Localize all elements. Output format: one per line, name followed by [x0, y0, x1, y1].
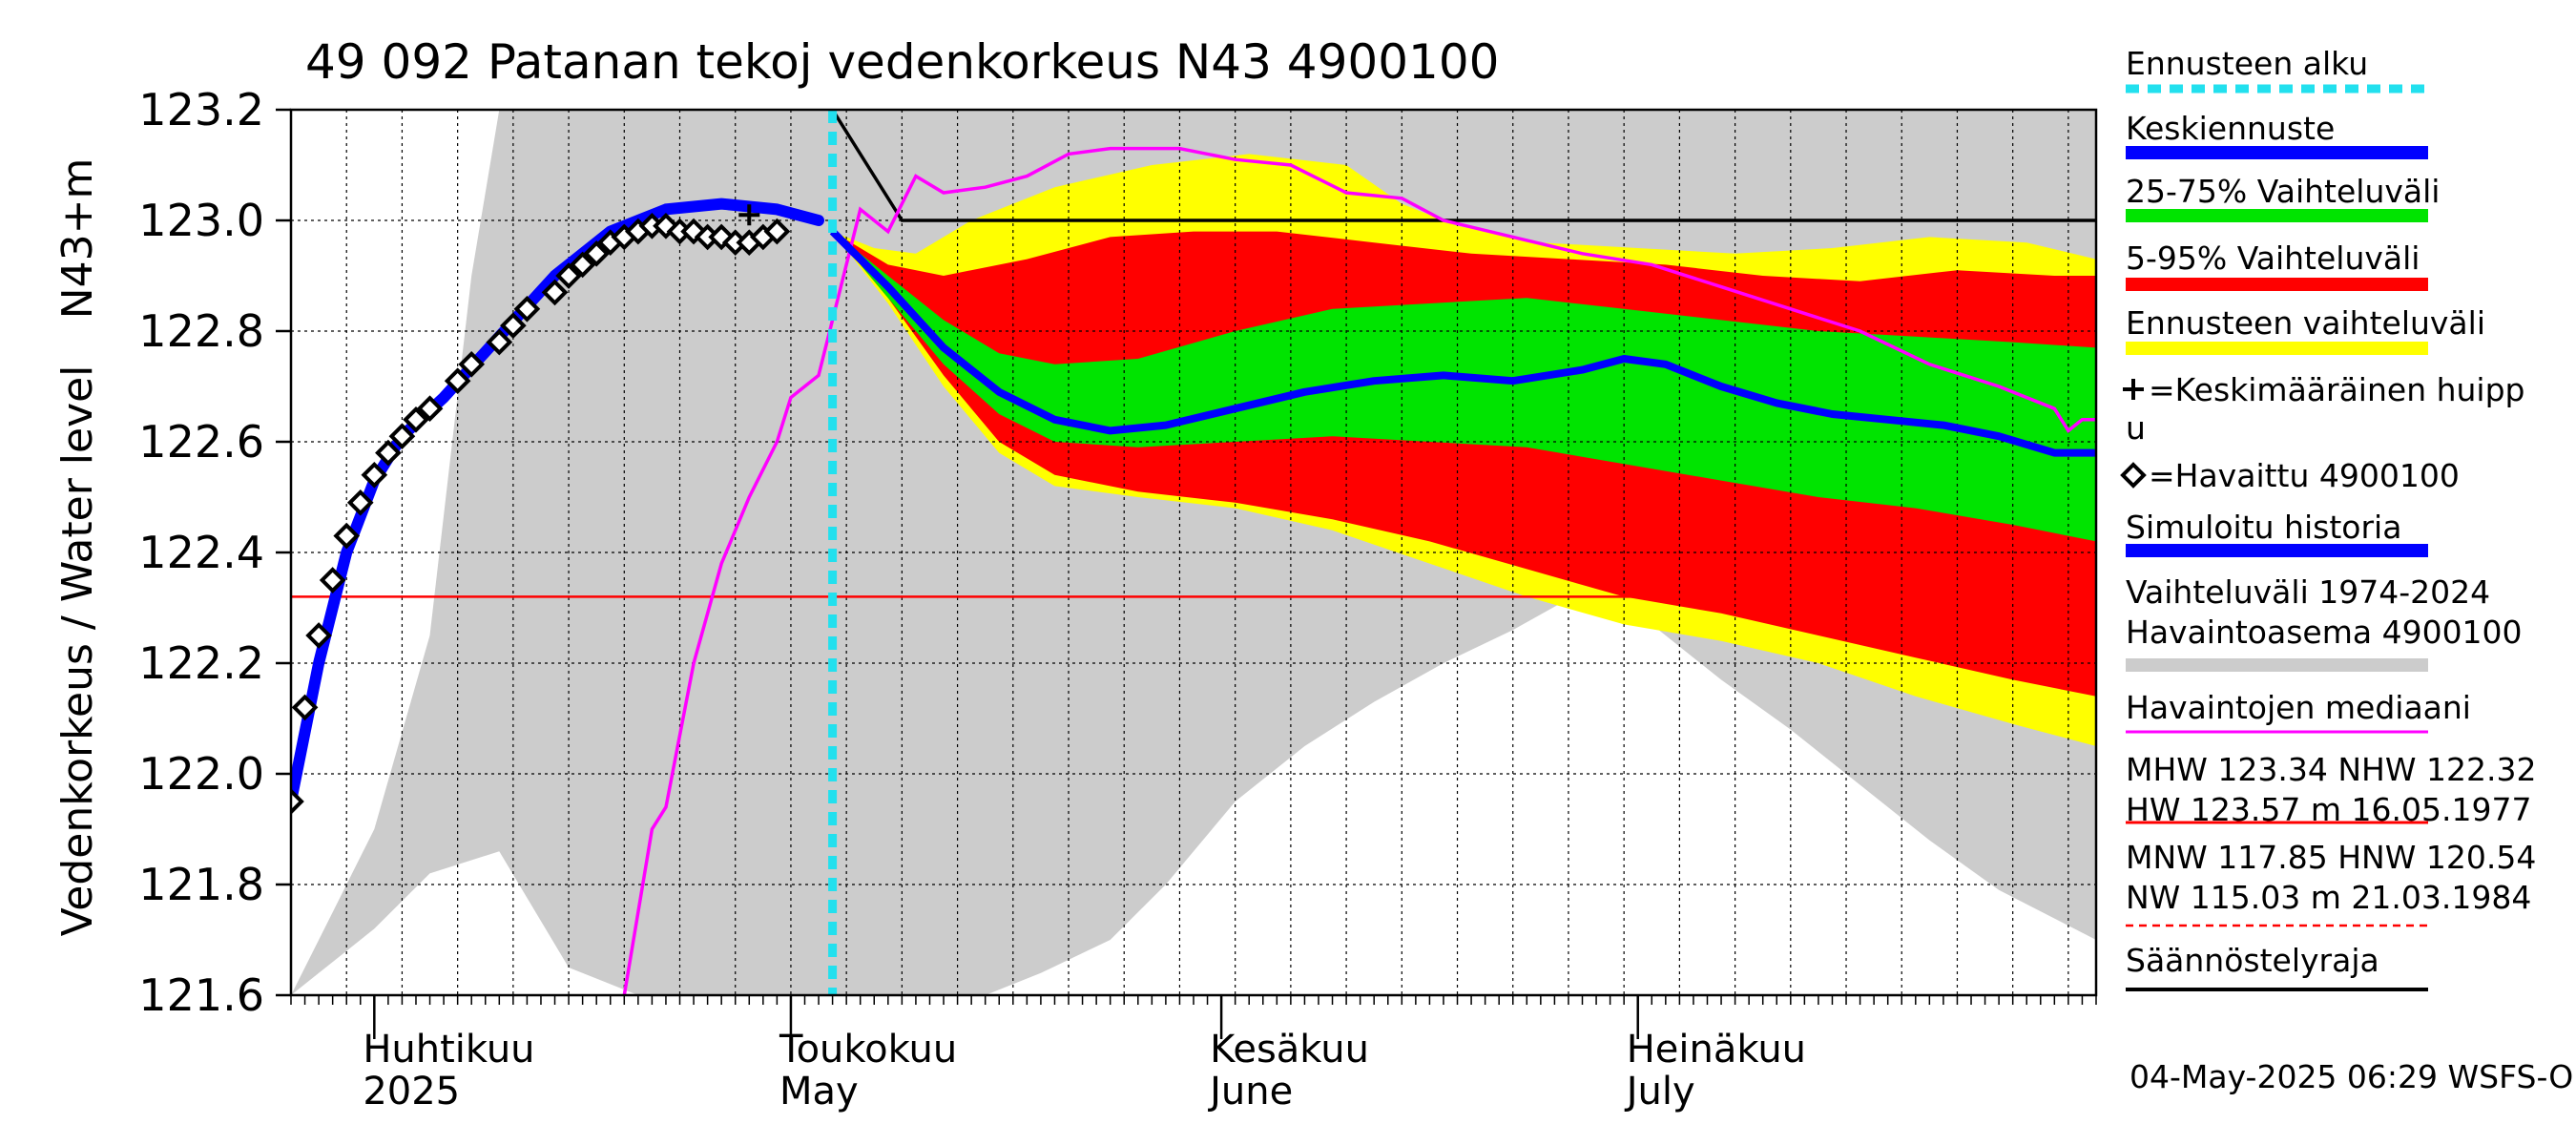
legend-label-line2: NW 115.03 m 21.03.1984 — [2126, 879, 2531, 916]
plot-area: 121.6 121.8 122.0 122.2 122.4 122.6 122.8 123.0… — [138, 84, 2098, 1114]
legend-label: Keskiennuste — [2126, 110, 2335, 147]
legend-label: MNW 117.85 HNW 120.54 — [2126, 839, 2536, 876]
legend: Ennusteen alku Keskiennuste 25-75% Vaihtel… — [2120, 45, 2536, 991]
mean-peak-marker — [738, 204, 760, 226]
y-axis-label: Vedenkorkeus / Water level — [53, 365, 102, 937]
observed-point — [763, 218, 791, 245]
y-tick-label: 122.4 — [138, 527, 264, 578]
legend-label-line2: u — [2126, 409, 2146, 447]
observed-point — [444, 367, 471, 395]
observed-point — [569, 251, 596, 279]
y-tick-label: 123.0 — [138, 195, 264, 246]
legend-label: =Havaittu 4900100 — [2149, 457, 2460, 494]
x-month-label-en: 2025 — [363, 1070, 460, 1114]
x-month-label: Kesäkuu — [1210, 1028, 1369, 1072]
legend-label: Simuloitu historia — [2126, 509, 2401, 546]
observed-point — [486, 328, 513, 356]
observed-point — [513, 295, 541, 323]
median-observed-line — [622, 146, 2096, 995]
legend-label: Havaintojen mediaani — [2126, 689, 2471, 726]
y-tick-label: 122.6 — [138, 416, 264, 468]
legend-label: 25-75% Vaihteluväli — [2126, 173, 2440, 210]
observed-point — [305, 622, 332, 649]
legend-label: =Keskimääräinen huipp — [2149, 371, 2525, 408]
legend-label: Vaihteluväli 1974-2024 — [2126, 573, 2490, 611]
observed-point — [403, 406, 429, 433]
p25-75-band — [832, 231, 2096, 542]
observed-point — [416, 395, 444, 423]
y-tick-label: 121.8 — [138, 859, 264, 910]
plot-layers — [291, 110, 2096, 995]
legend-label-line2: Havaintoasema 4900100 — [2126, 614, 2523, 651]
y-tick-label: 122.2 — [138, 637, 264, 689]
y-tick-label: 121.6 — [138, 969, 264, 1021]
observed-point — [291, 694, 319, 721]
chart-title: 49 092 Patanan tekoj vedenkorkeus N43 49… — [305, 34, 1500, 90]
observed-point — [319, 567, 346, 593]
observed-point — [388, 423, 416, 450]
mean-forecast-line — [829, 228, 2096, 457]
observed-point — [541, 279, 569, 306]
observed-point — [500, 312, 527, 340]
legend-label: Ennusteen vaihteluväli — [2126, 304, 2485, 342]
legend-label: MHW 123.34 NHW 122.32 — [2126, 751, 2536, 788]
y-tick-label: 122.0 — [138, 748, 264, 800]
x-month-label: Huhtikuu — [363, 1028, 534, 1072]
y-tick-label: 123.2 — [138, 84, 264, 135]
x-month-label-en: July — [1624, 1070, 1695, 1114]
observed-point — [458, 350, 486, 378]
observed-point — [375, 439, 402, 467]
y-tick-label: 122.8 — [138, 305, 264, 357]
x-month-label: Toukokuu — [779, 1028, 957, 1072]
observed-point — [333, 522, 361, 550]
timestamp-footer: 04-May-2025 06:29 WSFS-O — [2129, 1058, 2573, 1095]
regulation-limit-line — [831, 110, 2096, 222]
y-axis-unit: N43+m — [53, 158, 102, 320]
x-month-label-en: May — [779, 1070, 859, 1114]
legend-label: Ennusteen alku — [2126, 45, 2368, 82]
observed-point — [361, 461, 388, 489]
legend-diamond-symbol — [2120, 462, 2147, 489]
observed-point — [291, 788, 304, 815]
observed-point — [346, 489, 374, 516]
x-month-label: Heinäkuu — [1627, 1028, 1806, 1072]
legend-label: Säännöstelyraja — [2126, 942, 2379, 979]
legend-plus-symbol — [2123, 379, 2144, 400]
observed-point — [555, 262, 582, 289]
legend-label: 5-95% Vaihteluväli — [2126, 239, 2420, 277]
x-month-label-en: June — [1207, 1070, 1293, 1114]
observed-point — [583, 239, 611, 267]
